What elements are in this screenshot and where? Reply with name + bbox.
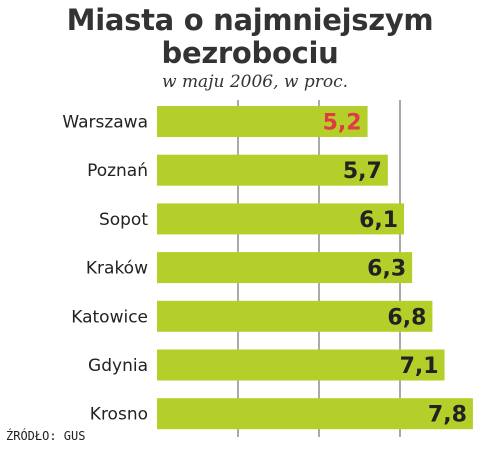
category-labels: Warszawa Poznań Sopot Kraków Katowice Gdynia K… xyxy=(62,113,148,425)
category-label: Kraków xyxy=(86,259,148,279)
category-label: Sopot xyxy=(99,210,148,230)
source-note: ŹRÓDŁO: GUS xyxy=(6,429,86,443)
value-label: 6,8 xyxy=(387,305,426,330)
bar-2 xyxy=(157,203,405,235)
chart-title-line1: Miasta o najmniejszym xyxy=(66,3,434,37)
chart-title-line2: bezrobociu xyxy=(161,36,339,70)
chart-title: Miasta o najmniejszym bezrobociu xyxy=(0,4,500,70)
value-label: 5,2 xyxy=(323,111,362,136)
bar-0 xyxy=(157,106,368,137)
value-label: 5,7 xyxy=(343,159,382,184)
bar-4 xyxy=(157,300,433,332)
bar-3 xyxy=(157,252,413,284)
value-label: 7,8 xyxy=(428,403,467,428)
value-label: 6,1 xyxy=(359,208,398,233)
bar-1 xyxy=(157,154,388,186)
bar-5 xyxy=(157,349,445,381)
category-label: Poznań xyxy=(87,161,148,181)
category-label: Katowice xyxy=(71,307,148,327)
bar-6 xyxy=(157,398,473,430)
category-label: Gdynia xyxy=(88,356,148,376)
bars xyxy=(157,106,473,430)
chart-subtitle: w maju 2006, w proc. xyxy=(161,72,349,92)
value-labels: 5,2 5,7 6,1 6,3 6,8 7,1 7,8 xyxy=(323,111,467,428)
category-label: Krosno xyxy=(90,405,148,425)
category-label: Warszawa xyxy=(62,113,148,133)
value-label: 6,3 xyxy=(367,257,406,282)
value-label: 7,1 xyxy=(400,354,439,379)
